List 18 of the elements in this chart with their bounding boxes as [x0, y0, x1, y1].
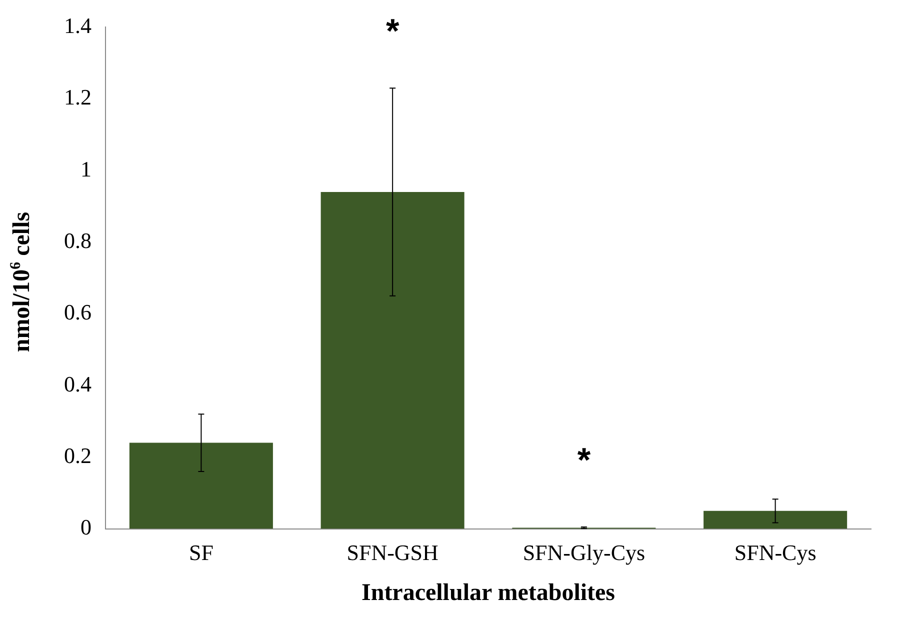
y-tick-label: 1.2 [64, 84, 92, 110]
bar [320, 192, 464, 529]
x-axis-title: Intracellular metabolites [361, 580, 616, 606]
y-tick-label: 1 [80, 156, 92, 182]
bar [704, 510, 848, 529]
x-tick-label: SF [188, 540, 214, 565]
x-tick-label: SFN-Gly-Cys [522, 540, 646, 565]
bar [129, 442, 273, 529]
x-tick-label: SFN-Cys [734, 540, 816, 565]
annotation: * [577, 441, 592, 480]
y-tick-label: 0.6 [64, 300, 92, 325]
y-tick-label: 1.4 [64, 12, 92, 38]
annotation: * [386, 12, 400, 50]
y-tick-label: 0.2 [64, 442, 92, 468]
x-tick-label: SFN-GSH [346, 540, 439, 565]
y-tick-label: 0.8 [64, 228, 92, 253]
y-tick-label: 0 [80, 514, 92, 540]
y-tick-label: 0.4 [64, 371, 92, 396]
